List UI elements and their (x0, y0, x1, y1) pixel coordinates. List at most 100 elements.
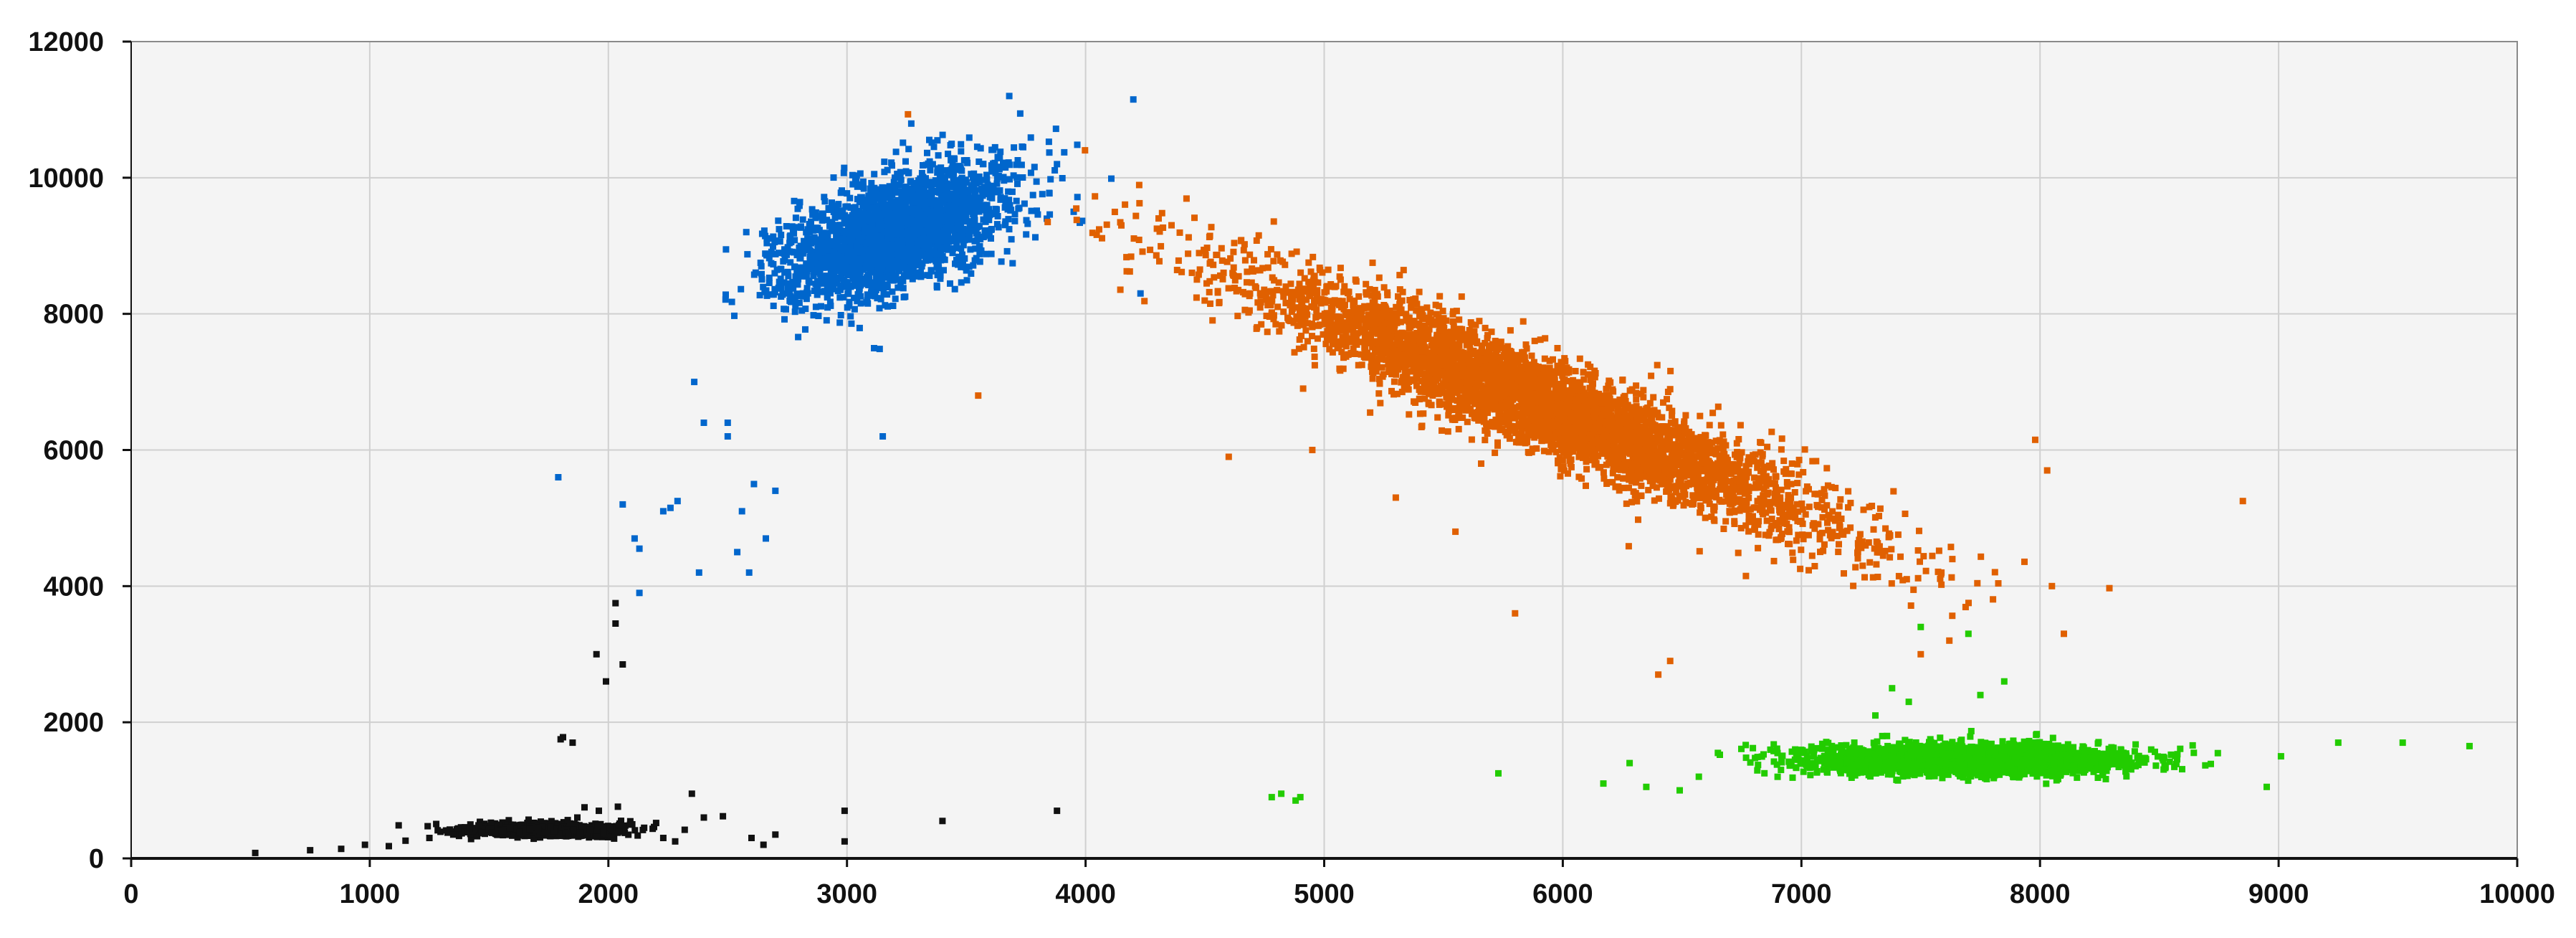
data-point (932, 258, 939, 265)
data-point (1494, 442, 1501, 449)
data-point (912, 206, 919, 212)
data-point (889, 202, 895, 209)
data-point (814, 278, 821, 284)
data-point (902, 293, 908, 300)
data-point (865, 254, 872, 260)
data-point (1792, 489, 1798, 496)
data-point (1193, 295, 1200, 301)
data-point (1009, 189, 1016, 195)
data-point (958, 164, 964, 170)
data-point (878, 296, 884, 303)
data-point (983, 219, 989, 225)
data-point (720, 813, 726, 820)
data-point (1218, 245, 1225, 252)
data-point (868, 180, 874, 186)
data-point (914, 241, 920, 247)
data-point (593, 834, 600, 840)
data-point (1034, 207, 1040, 214)
data-point (900, 193, 906, 199)
data-point (667, 505, 674, 511)
data-point (966, 134, 973, 141)
data-point (849, 275, 856, 281)
data-point (1274, 251, 1280, 257)
data-point (1073, 205, 1079, 212)
data-point (970, 171, 977, 177)
data-point (910, 196, 916, 202)
data-point (569, 739, 576, 746)
data-point (892, 295, 899, 302)
data-point (955, 224, 961, 231)
data-point (753, 270, 759, 276)
data-point (1507, 327, 1514, 333)
data-point (860, 184, 867, 190)
data-point (307, 847, 313, 853)
data-point (877, 305, 883, 311)
data-point (927, 167, 933, 174)
data-point (1013, 161, 1019, 168)
data-point (808, 219, 814, 225)
data-point (785, 285, 791, 291)
data-point (1019, 143, 1026, 150)
data-point (905, 146, 912, 152)
data-point (848, 321, 854, 327)
data-point (526, 825, 533, 832)
data-point (820, 278, 826, 285)
data-point (1001, 174, 1007, 181)
data-point (487, 820, 494, 826)
data-point (475, 822, 482, 828)
data-point (1391, 379, 1398, 385)
data-point (903, 201, 910, 207)
data-point (884, 291, 890, 298)
data-point (1603, 386, 1609, 392)
data-point (935, 152, 942, 158)
data-point (961, 237, 968, 243)
data-point (1074, 194, 1081, 200)
data-point (947, 238, 953, 245)
data-point (829, 199, 835, 206)
data-point (849, 226, 856, 232)
data-point (951, 156, 958, 163)
data-point (1654, 362, 1661, 369)
data-point (1008, 236, 1015, 242)
data-point (402, 838, 409, 844)
data-point (998, 258, 1005, 265)
data-point (961, 157, 968, 164)
data-point (796, 245, 802, 251)
data-point (1011, 144, 1017, 151)
data-point (893, 148, 900, 155)
data-point (1028, 134, 1034, 141)
data-point (1108, 176, 1115, 182)
data-point (783, 223, 790, 229)
data-point (785, 273, 791, 280)
data-point (1890, 488, 1897, 495)
data-point (1974, 580, 1980, 587)
data-point (993, 181, 1000, 187)
data-point (897, 283, 904, 289)
data-point (808, 236, 815, 242)
data-point (909, 190, 915, 196)
data-point (1014, 181, 1021, 187)
data-point (935, 272, 941, 278)
data-point (338, 845, 345, 852)
data-point (813, 303, 819, 310)
data-point (935, 168, 941, 174)
data-point (1054, 807, 1060, 814)
data-point (856, 278, 862, 285)
data-point (748, 835, 755, 841)
data-point (798, 223, 804, 229)
data-point (738, 286, 744, 293)
data-point (791, 263, 798, 270)
data-point (616, 828, 623, 835)
data-point (871, 345, 877, 351)
data-point (1017, 110, 1024, 117)
data-point (1305, 260, 1312, 266)
data-point (781, 316, 788, 323)
data-point (1325, 267, 1332, 273)
data-point (1137, 290, 1144, 297)
data-point (535, 826, 542, 833)
data-point (986, 232, 993, 239)
data-point (953, 187, 960, 194)
data-point (872, 279, 879, 285)
data-point (1074, 141, 1081, 148)
data-point (1074, 217, 1080, 223)
